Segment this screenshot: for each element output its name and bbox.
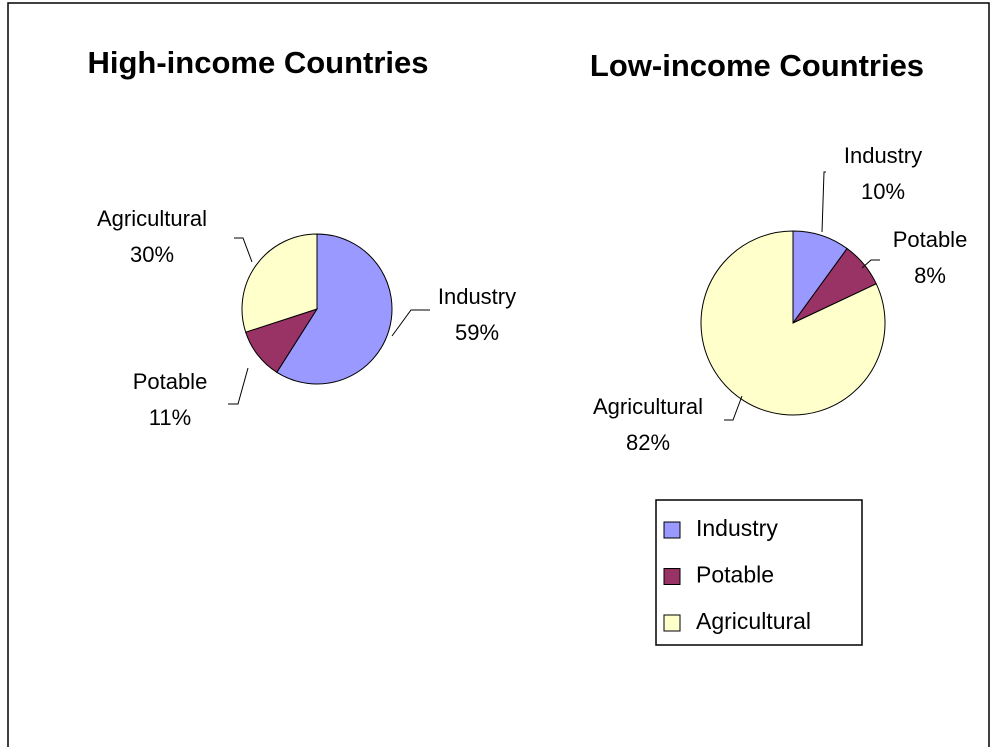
legend-swatch — [663, 614, 681, 632]
leader-line — [821, 171, 826, 233]
chart-title: High-income Countries — [87, 45, 428, 80]
slice-label: Industry — [844, 143, 922, 168]
leader-line — [228, 367, 249, 405]
slice-value: 10% — [861, 179, 905, 204]
leader-line — [391, 309, 430, 337]
slice-label: Agricultural — [97, 206, 207, 231]
legend-label: Potable — [696, 562, 774, 588]
slice-value: 8% — [914, 263, 946, 288]
pie-slice — [241, 233, 318, 333]
slice-value: 82% — [626, 430, 670, 455]
pie-slice — [700, 230, 886, 416]
chart-title: Low-income Countries — [590, 48, 924, 83]
pie-slice — [276, 233, 393, 385]
legend-box — [655, 499, 863, 646]
leader-line — [724, 395, 743, 421]
slice-value: 59% — [455, 320, 499, 345]
slice-label: Potable — [893, 227, 968, 252]
legend-swatch — [663, 568, 681, 585]
slice-label: Potable — [133, 369, 208, 394]
slice-value: 30% — [130, 242, 174, 267]
slice-value: 11% — [149, 405, 191, 430]
legend-swatch — [663, 521, 681, 539]
slice-label: Agricultural — [593, 394, 703, 419]
slice-label: Industry — [438, 284, 516, 309]
legend-label: Agricultural — [696, 608, 811, 634]
legend-label: Industry — [696, 515, 778, 541]
leader-line — [861, 259, 880, 269]
leader-line — [234, 237, 253, 263]
